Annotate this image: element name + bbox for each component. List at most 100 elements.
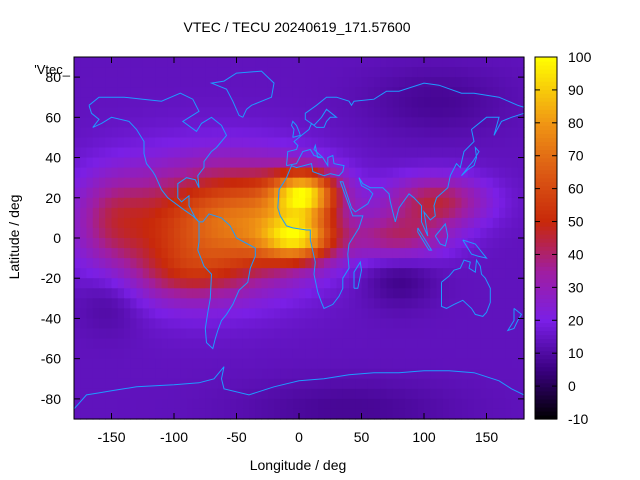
heatmap-cell (480, 207, 488, 219)
heatmap-cell (461, 137, 469, 149)
heatmap-cell (236, 398, 244, 410)
heatmap-cell (486, 378, 494, 390)
heatmap-cell (99, 268, 106, 279)
heatmap-cell (230, 197, 238, 209)
heatmap-cell (324, 57, 331, 68)
heatmap-cell (517, 368, 525, 380)
heatmap-cell (511, 87, 519, 98)
heatmap-cell (205, 217, 213, 229)
heatmap-cell (124, 258, 131, 269)
heatmap-cell (180, 167, 188, 179)
heatmap-cell (117, 77, 125, 88)
heatmap-cell (86, 278, 94, 289)
heatmap-cell (505, 147, 513, 159)
heatmap-cell (467, 268, 475, 279)
heatmap-cell (211, 368, 219, 380)
heatmap-cell (92, 167, 100, 179)
heatmap-cell (74, 167, 81, 179)
heatmap-cell (136, 67, 144, 78)
heatmap-cell (249, 358, 256, 370)
heatmap-cell (174, 268, 181, 279)
heatmap-cell (92, 248, 100, 259)
heatmap-cell (486, 97, 494, 108)
heatmap-cell (417, 348, 425, 360)
heatmap-cell (155, 288, 163, 299)
colorbar-segment (535, 274, 557, 279)
heatmap-cell (155, 368, 163, 380)
heatmap-cell (311, 328, 319, 340)
heatmap-cell (355, 308, 363, 320)
heatmap-cell (161, 97, 169, 108)
heatmap-cell (130, 278, 138, 289)
heatmap-cell (249, 157, 256, 169)
heatmap-cell (492, 328, 500, 340)
heatmap-cell (311, 87, 319, 98)
heatmap-cell (186, 107, 194, 118)
heatmap-cell (74, 147, 81, 159)
heatmap-cell (74, 288, 81, 299)
heatmap-cell (411, 378, 419, 390)
heatmap-cell (505, 358, 513, 370)
heatmap-cell (124, 147, 131, 159)
heatmap-cell (186, 217, 194, 229)
heatmap-cell (386, 227, 394, 239)
heatmap-cell (355, 408, 363, 420)
colorbar-segment (535, 209, 557, 215)
heatmap-cell (155, 207, 163, 219)
heatmap-cell (249, 197, 256, 209)
heatmap-cell (374, 338, 381, 350)
heatmap-cell (149, 167, 156, 179)
heatmap-cell (324, 147, 331, 159)
heatmap-cell (92, 227, 100, 239)
heatmap-cell (292, 217, 300, 229)
colorbar-segment (535, 282, 557, 287)
heatmap-cell (174, 137, 181, 149)
heatmap-cell (492, 227, 500, 239)
heatmap-cell (361, 358, 369, 370)
heatmap-cell (374, 358, 381, 370)
heatmap-cell (392, 217, 400, 229)
heatmap-cell (324, 248, 331, 259)
heatmap-cell (180, 348, 188, 360)
colorbar-segment (535, 185, 557, 191)
heatmap-cell (217, 147, 225, 159)
heatmap-cell (161, 238, 169, 249)
heatmap-cell (99, 67, 106, 78)
heatmap-cell (380, 97, 388, 108)
heatmap-cell (192, 308, 200, 320)
heatmap-cell (474, 338, 481, 350)
heatmap-cell (386, 348, 394, 360)
heatmap-cell (374, 378, 381, 390)
heatmap-cell (86, 187, 94, 199)
heatmap-cell (305, 298, 313, 309)
heatmap-cell (380, 408, 388, 420)
heatmap-cell (492, 137, 500, 149)
heatmap-cell (205, 117, 213, 128)
heatmap-cell (280, 207, 288, 219)
heatmap-cell (180, 328, 188, 340)
heatmap-cell (405, 308, 413, 320)
heatmap-cell (386, 197, 394, 209)
heatmap-cell (99, 248, 106, 259)
heatmap-cell (405, 338, 413, 350)
heatmap-cell (186, 268, 194, 279)
heatmap-cell (105, 177, 113, 189)
heatmap-cell (311, 398, 319, 410)
heatmap-cell (224, 97, 231, 108)
heatmap-cell (274, 388, 281, 400)
heatmap-cell (105, 398, 113, 410)
heatmap-cell (280, 358, 288, 370)
heatmap-cell (449, 77, 456, 88)
heatmap-cell (180, 338, 188, 350)
heatmap-cell (436, 398, 444, 410)
heatmap-cell (317, 398, 325, 410)
heatmap-cell (467, 408, 475, 420)
heatmap-cell (367, 308, 375, 320)
heatmap-cell (105, 87, 113, 98)
heatmap-cell (236, 348, 244, 360)
colorbar-segment (535, 73, 557, 78)
heatmap-cell (336, 217, 344, 229)
heatmap-cell (349, 217, 356, 229)
heatmap-cell (392, 117, 400, 128)
heatmap-cell (342, 67, 350, 78)
